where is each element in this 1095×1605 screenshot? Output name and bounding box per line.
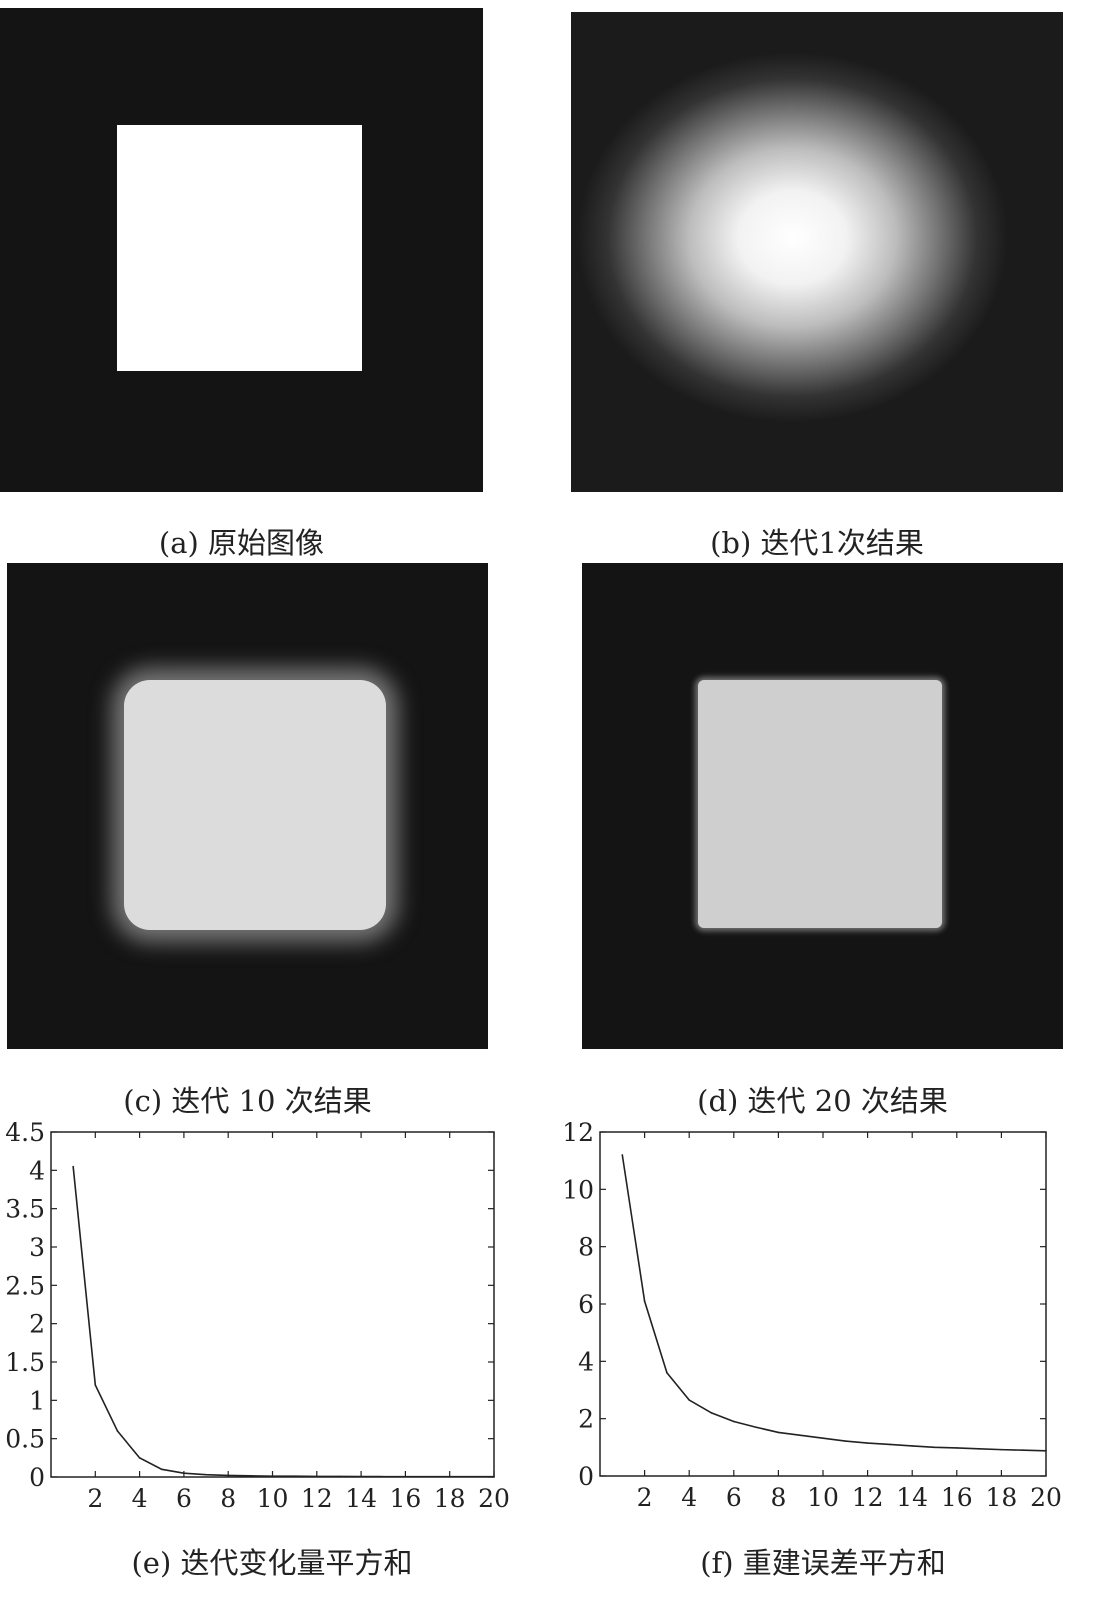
chart-e-data-point — [227, 1475, 229, 1477]
chart-e-ytick-label: 4.5 — [5, 1118, 45, 1147]
chart-f-ytick-label: 6 — [578, 1290, 594, 1319]
chart-f-xtick-label: 6 — [726, 1483, 742, 1512]
chart-e-data-point — [161, 1469, 163, 1471]
chart-f-data-point — [800, 1434, 802, 1436]
chart-e-xtick-label: 20 — [478, 1484, 510, 1513]
caption-b: (b) 迭代1次结果 — [571, 520, 1063, 562]
chart-f-xtick-label: 20 — [1030, 1483, 1062, 1512]
chart-f-xtick-label: 18 — [985, 1483, 1017, 1512]
chart-f-xtick-label: 2 — [637, 1483, 653, 1512]
chart-e-data-point — [316, 1476, 318, 1478]
chart-f-data-point — [978, 1448, 980, 1450]
chart-e-data-point — [183, 1472, 185, 1474]
chart-e-series-line — [73, 1167, 494, 1477]
chart-e-ytick-label: 4 — [29, 1156, 45, 1185]
image-original — [0, 8, 483, 492]
chart-f-series-line — [622, 1155, 1046, 1451]
chart-e-xtick-label: 12 — [301, 1484, 333, 1513]
image-iteration-1 — [571, 12, 1063, 492]
chart-e-ytick-label: 3 — [29, 1233, 45, 1262]
caption-a: (a) 原始图像 — [0, 520, 483, 562]
chart-f-xtick-label: 12 — [852, 1483, 884, 1512]
chart-f-data-point — [733, 1421, 735, 1423]
chart-f-data-point — [845, 1440, 847, 1442]
chart-f-data-point — [688, 1399, 690, 1401]
chart-f-xtick-label: 4 — [681, 1483, 697, 1512]
chart-e-ytick-label: 1.5 — [5, 1348, 45, 1377]
chart-f-xtick-label: 8 — [770, 1483, 786, 1512]
chart-e-xtick-label: 14 — [345, 1484, 377, 1513]
white-square — [117, 125, 362, 371]
chart-e-ytick-label: 0.5 — [5, 1425, 45, 1454]
chart-e-ytick-label: 0 — [29, 1463, 45, 1492]
chart-e-xtick-label: 18 — [434, 1484, 466, 1513]
chart-e-xtick-label: 10 — [257, 1484, 289, 1513]
chart-f-ytick-label: 10 — [562, 1175, 594, 1204]
chart-f-ytick-label: 12 — [562, 1118, 594, 1147]
chart-f-ytick-label: 2 — [578, 1405, 594, 1434]
chart-f-data-point — [1001, 1449, 1003, 1451]
blurred-square — [124, 680, 386, 930]
chart-e-data-point — [205, 1474, 207, 1476]
chart-f-ytick-label: 8 — [578, 1233, 594, 1262]
chart-f-data-point — [711, 1412, 713, 1414]
chart-e-ytick-label: 3.5 — [5, 1195, 45, 1224]
chart-f-data-point — [911, 1445, 913, 1447]
chart-e-data-point — [493, 1476, 495, 1478]
chart-e-data-point — [250, 1475, 252, 1477]
chart-f-data-point — [1045, 1450, 1047, 1452]
chart-f-axes-frame — [600, 1132, 1046, 1476]
chart-e-ytick-label: 2.5 — [5, 1271, 45, 1300]
chart-e-ytick-label: 2 — [29, 1310, 45, 1339]
chart-e-data-point — [294, 1475, 296, 1477]
chart-f-data-point — [867, 1442, 869, 1444]
chart-f-xtick-label: 14 — [896, 1483, 928, 1512]
chart-e-xtick-label: 2 — [87, 1484, 103, 1513]
chart-e-data-point — [382, 1476, 384, 1478]
chart-e-data-point — [338, 1476, 340, 1478]
caption-e: (e) 迭代变化量平方和 — [50, 1540, 494, 1582]
chart-e-data-point — [95, 1384, 97, 1386]
chart-f-data-point — [666, 1372, 668, 1374]
chart-e-data-point — [72, 1166, 74, 1168]
chart-f-data-point — [755, 1426, 757, 1428]
chart-f-xtick-label: 10 — [807, 1483, 839, 1512]
chart-f-data-point — [889, 1444, 891, 1446]
chart-f-ytick-label: 4 — [578, 1347, 594, 1376]
chart-e-data-point — [449, 1476, 451, 1478]
chart-e-data-point — [405, 1476, 407, 1478]
chart-e-data-point — [427, 1476, 429, 1478]
chart-f-ytick-label: 0 — [578, 1462, 594, 1491]
chart-f-xtick-label: 16 — [941, 1483, 973, 1512]
chart-f-data-point — [622, 1154, 624, 1156]
image-iteration-20 — [582, 563, 1063, 1049]
chart-e-data-point — [360, 1476, 362, 1478]
chart-e-data-point — [117, 1430, 119, 1432]
chart-f-data-point — [644, 1300, 646, 1302]
chart-f-data-point — [956, 1447, 958, 1449]
reconstructed-square — [698, 680, 942, 928]
chart-f-data-point — [822, 1437, 824, 1439]
chart-e-data-point — [272, 1475, 274, 1477]
chart-f-data-point — [778, 1432, 780, 1434]
chart-e-data-point — [471, 1476, 473, 1478]
caption-f: (f) 重建误差平方和 — [600, 1540, 1046, 1582]
chart-e-axes-frame — [51, 1132, 494, 1477]
chart-e-data-point — [139, 1457, 141, 1459]
chart-e-ytick-label: 1 — [29, 1386, 45, 1415]
chart-e-xtick-label: 6 — [176, 1484, 192, 1513]
image-iteration-10 — [7, 563, 488, 1049]
chart-f-data-point — [1023, 1449, 1025, 1451]
chart-e-xtick-label: 4 — [132, 1484, 148, 1513]
chart-e-xtick-label: 8 — [220, 1484, 236, 1513]
chart-f-data-point — [934, 1447, 936, 1449]
chart-iteration-change: 00.511.522.533.544.52 4 6 8 10 12 14 16 18 20 — [0, 1112, 540, 1537]
chart-e-xtick-label: 16 — [389, 1484, 421, 1513]
